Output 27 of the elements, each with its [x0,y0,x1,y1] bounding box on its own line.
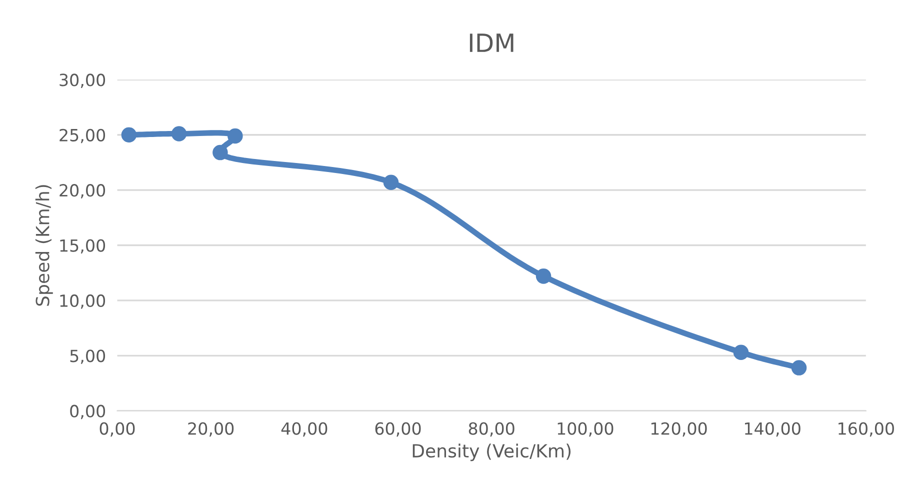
y-axis-title: Speed (Km/h) [35,185,53,306]
point [791,360,807,376]
y-tick-label: 30,00 [60,74,106,88]
x-tick-label: 140,00 [745,422,800,437]
x-tick-label: 100,00 [558,422,614,437]
point [536,268,552,284]
y-tick-label: 20,00 [60,184,106,198]
chart-title: IDM [470,34,514,52]
y-tick-label: 15,00 [60,239,106,254]
x-tick-label: 20,00 [188,422,234,437]
y-tick-label: 0,00 [70,404,106,420]
y-tick-label: 10,00 [60,294,106,309]
x-tick-label: 160,00 [838,422,894,437]
y-tick-label: 25,00 [60,128,106,144]
x-tick-label: 120,00 [651,422,707,437]
x-axis-title: Density (Veic/Km) [412,444,571,462]
y-tick-label: 5,00 [70,350,106,364]
point [733,344,749,360]
point [383,174,399,190]
x-tick-label: 0,00 [100,422,135,437]
point [212,144,228,160]
x-tick-label: 40,00 [281,422,328,437]
x-tick-label: 60,00 [375,422,421,437]
point [171,126,187,142]
x-tick-label: 80,00 [468,422,514,437]
point [228,128,243,144]
point [121,127,137,143]
